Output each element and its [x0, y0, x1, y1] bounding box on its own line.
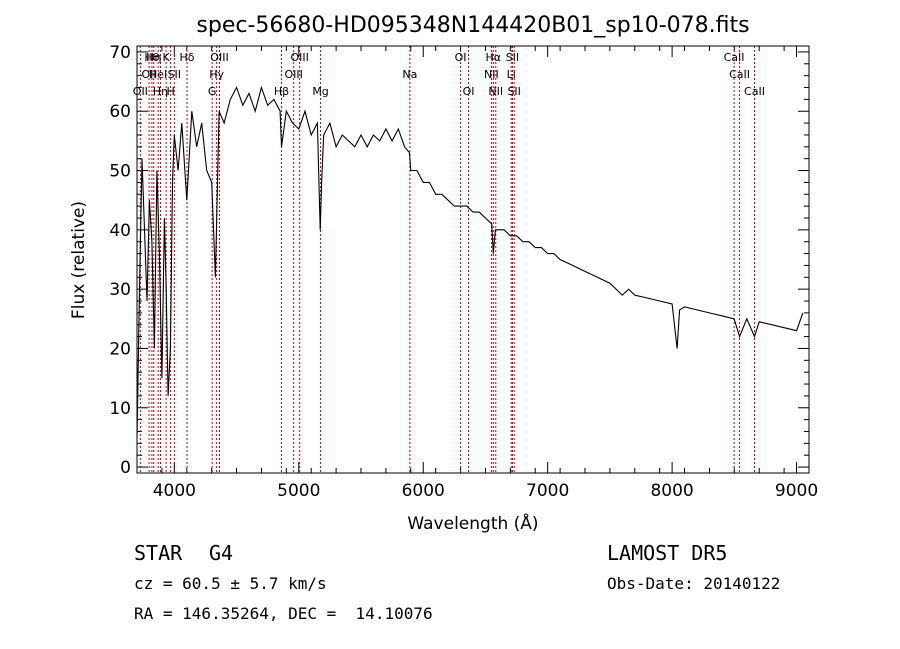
plot-frame — [136, 45, 810, 474]
data-release: LAMOST DR5 — [607, 541, 728, 565]
line-marker-label: Mg — [312, 85, 328, 98]
line-marker-label: Hα — [486, 51, 502, 64]
x-tick-label: 5000 — [277, 481, 320, 501]
x-tick-labels: 4000 5000 6000 7000 8000 9000 — [153, 481, 818, 501]
x-tick-label: 7000 — [526, 481, 569, 501]
observation-date: Obs-Date: 20140122 — [607, 574, 781, 593]
line-marker-label: K — [163, 51, 171, 64]
line-marker-label: Hδ — [180, 51, 195, 64]
line-marker-label: OIII — [290, 51, 308, 64]
line-marker-label: CaII — [724, 51, 745, 64]
y-tick-label: 30 — [109, 280, 131, 300]
line-marker-label: CaII — [729, 68, 750, 81]
x-tick-label: 4000 — [153, 481, 196, 501]
y-tick-label: 50 — [109, 162, 131, 182]
line-marker-label: SII — [168, 68, 181, 81]
line-marker-label: OII — [141, 68, 156, 81]
axis-ticks — [136, 46, 810, 473]
line-marker-label: NII — [484, 68, 499, 81]
line-marker-label: CaII — [744, 85, 765, 98]
line-marker-label: Hβ — [274, 85, 289, 98]
line-marker-label: Na — [402, 68, 417, 81]
x-tick-label: 6000 — [402, 481, 445, 501]
object-subclass: G4 — [209, 541, 234, 565]
y-tick-labels: 0 10 20 30 40 50 60 70 — [109, 43, 131, 478]
line-marker-label: Li — [507, 68, 516, 81]
x-tick-label: 8000 — [650, 481, 693, 501]
line-marker-label: OIII — [284, 68, 302, 81]
line-marker-label: Hη — [153, 85, 168, 98]
x-tick-label: 9000 — [775, 481, 818, 501]
line-marker-label: NII — [488, 85, 503, 98]
line-marker-label: OIII — [210, 51, 228, 64]
y-tick-label: 60 — [109, 102, 131, 122]
line-marker-label: OI — [463, 85, 475, 98]
x-axis-label: Wavelength (Å) — [407, 512, 538, 534]
y-tick-label: 40 — [109, 221, 131, 241]
line-marker-label: G — [208, 85, 217, 98]
line-marker-label: SII — [506, 51, 519, 64]
line-marker-label: Hθ — [144, 51, 159, 64]
line-marker-label: OII — [133, 85, 148, 98]
y-tick-label: 0 — [120, 458, 131, 478]
line-marker-label: Hη — [146, 51, 161, 64]
coordinates: RA = 146.35264, DEC = 14.10076 — [134, 604, 433, 623]
redshift-velocity: cz = 60.5 ± 5.7 km/s — [134, 574, 327, 593]
line-marker-labels: OIIOIIHθHηHeIHηKHSIIHδGHγOIIIHβOIIIOIIIM… — [133, 51, 765, 98]
spectrum-line — [136, 85, 804, 438]
line-marker-label: H — [166, 85, 174, 98]
line-marker-label: SII — [507, 85, 520, 98]
line-marker-label: OI — [455, 51, 467, 64]
y-tick-label: 70 — [109, 43, 131, 63]
object-class: STAR — [134, 541, 183, 565]
chart-title: spec-56680-HD095348N144420B01_sp10-078.f… — [196, 13, 749, 38]
line-marker-label: HeI — [149, 68, 167, 81]
y-axis-label: Flux (relative) — [69, 201, 89, 319]
y-tick-label: 10 — [109, 399, 131, 419]
y-tick-label: 20 — [109, 339, 131, 359]
line-marker-label: Hγ — [209, 68, 224, 81]
line-markers — [139, 46, 755, 473]
